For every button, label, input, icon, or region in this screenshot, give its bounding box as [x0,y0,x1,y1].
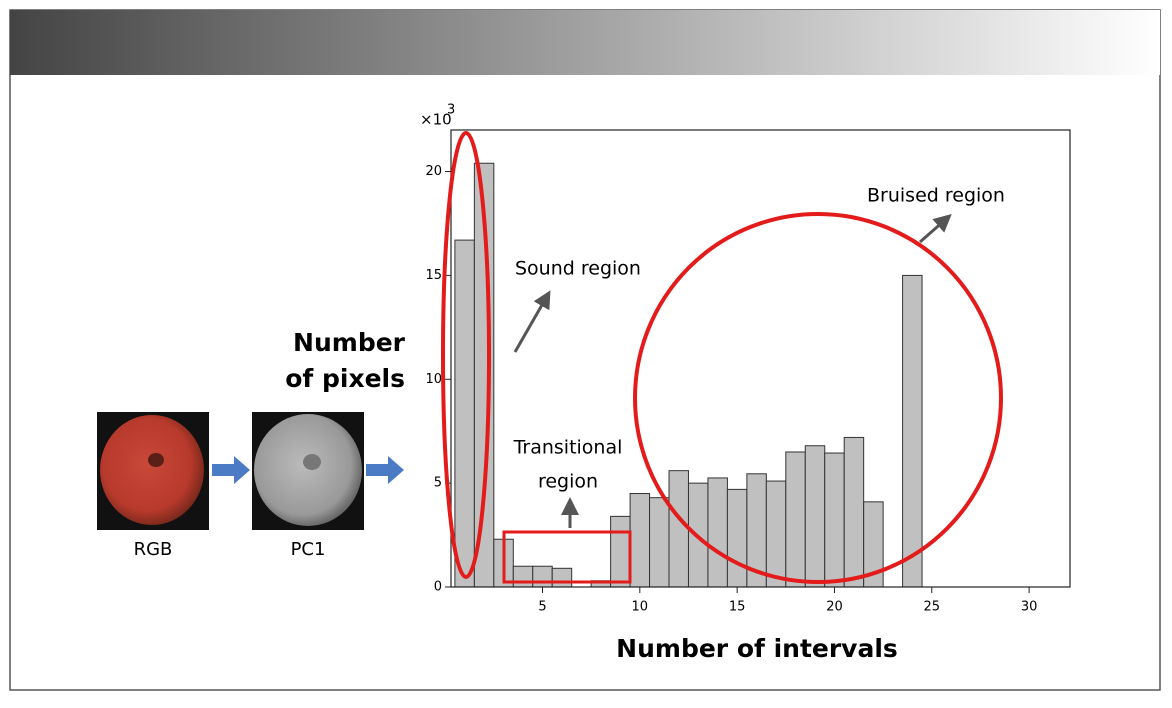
y-tick-label: 20 [425,164,442,179]
bruise [148,453,164,467]
y-tick-label: 5 [434,476,442,491]
y-exponent: 3 [447,103,455,118]
apple [100,415,204,525]
sound-ellipse [441,131,491,579]
bar [785,451,806,588]
banner [10,10,1160,75]
x-tick-label: 15 [729,600,746,615]
x-tick-label: 30 [1021,600,1038,615]
x-tick-label: 20 [826,600,843,615]
annotation: region [538,471,598,493]
pc1-apple [254,414,362,526]
bruised-circle [633,212,1003,584]
bar [707,477,728,588]
x-axis-label: Number of intervals [616,634,898,663]
bar [610,515,631,588]
annotation: Transitional [513,437,623,459]
y-tick-label: 15 [425,268,442,283]
bar [824,452,845,588]
bar [843,436,865,588]
image-label: RGB [134,539,173,560]
image-label: PC1 [291,539,326,560]
y-axis-label: Number [293,328,406,357]
bar [454,239,475,588]
pc1-bruise [303,454,321,470]
bar [804,445,826,588]
overlay: Sound region Bruised region Transitional… [441,131,1005,584]
annotation: Sound region [515,258,641,280]
x-tick-label: 5 [538,600,546,615]
plot-frame [450,129,1071,588]
x-tick-label: 10 [632,600,649,615]
x-tick-label: 25 [924,600,941,615]
bar [629,493,651,588]
y-tick-label: 10 [425,372,442,387]
frame [9,9,1161,691]
bar [902,274,923,588]
bar [765,480,787,588]
y-multiplier: ×10 [420,111,452,129]
bar [668,470,689,588]
bar [512,565,534,588]
bar [726,488,748,588]
bar [649,497,670,588]
bar [551,567,573,588]
pointer-arrow [919,214,952,244]
flow-arrow [366,456,404,484]
pointer-arrow [513,290,551,353]
y-tick-label: 0 [434,580,442,595]
annotation: Bruised region [867,185,1005,207]
y-axis-label: of pixels [285,364,405,393]
flow-arrow [212,456,250,484]
transitional-box [502,530,632,584]
bar [532,565,553,588]
